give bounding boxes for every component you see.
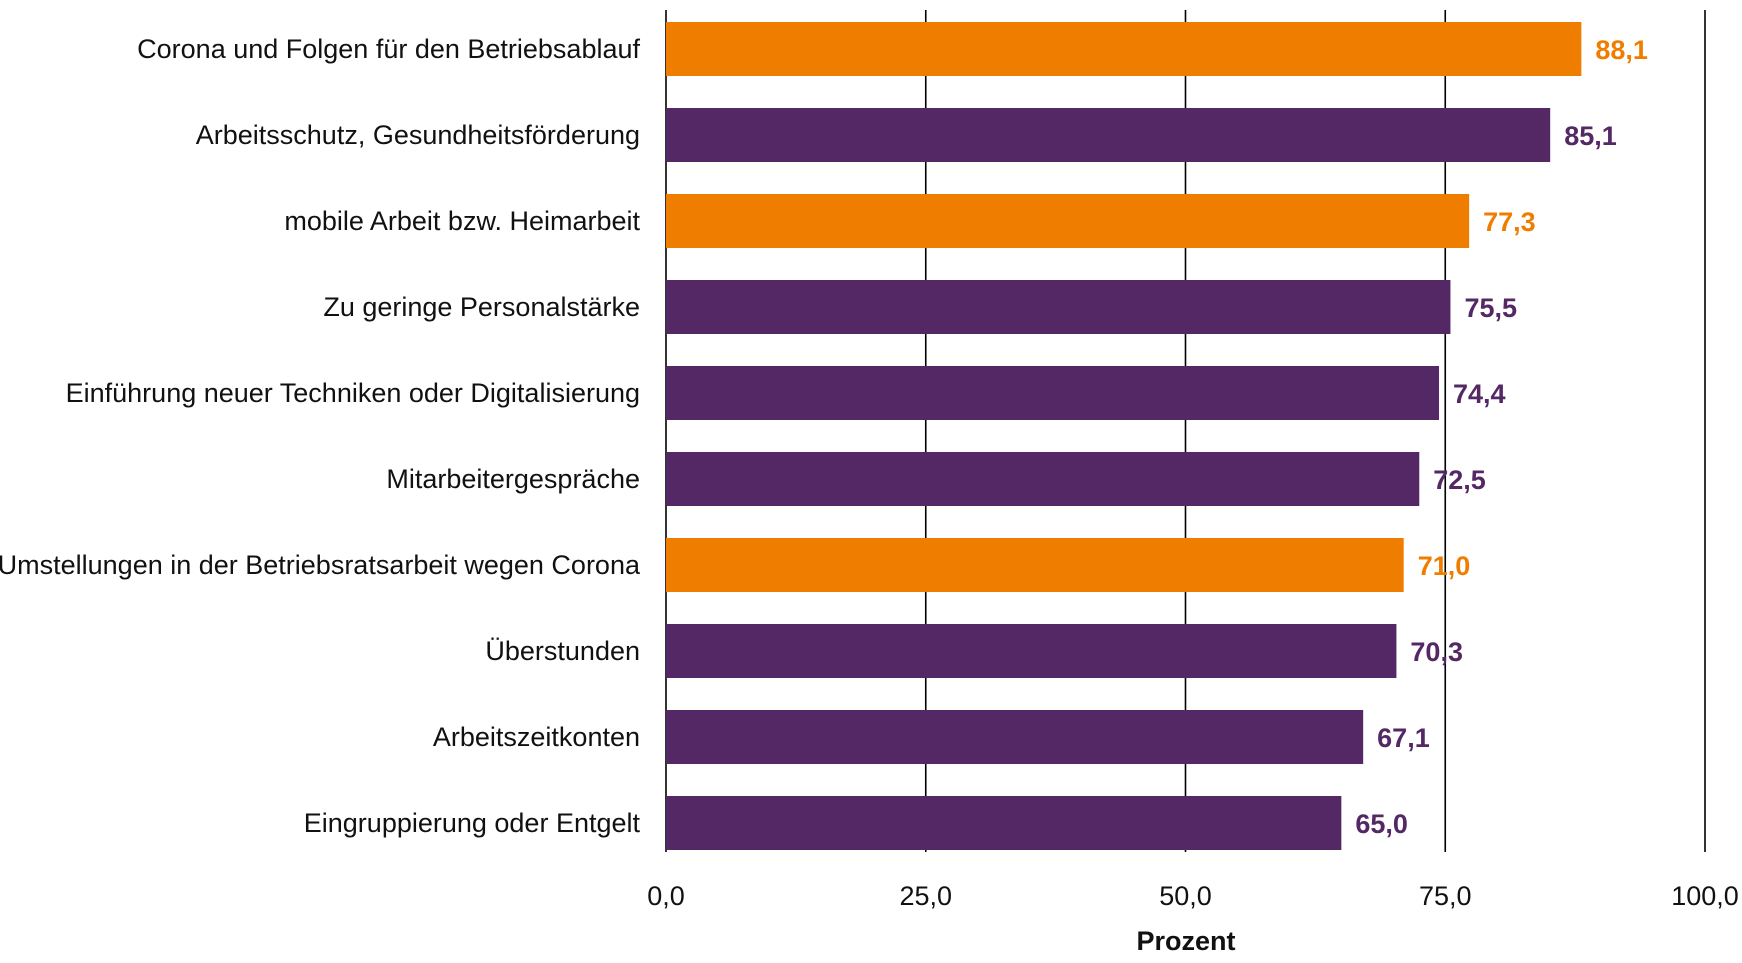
category-label: Einführung neuer Techniken oder Digitali… — [66, 378, 640, 408]
bar — [666, 452, 1420, 506]
x-tick-label: 75,0 — [1419, 881, 1472, 911]
x-tick-label: 25,0 — [899, 881, 952, 911]
bar — [666, 22, 1582, 76]
category-label: Eingruppierung oder Entgelt — [304, 808, 641, 838]
x-tick-label: 0,0 — [647, 881, 685, 911]
bar — [666, 366, 1440, 420]
value-label: 77,3 — [1483, 207, 1536, 237]
value-label: 71,0 — [1418, 551, 1471, 581]
value-label: 72,5 — [1433, 465, 1486, 495]
bar — [666, 194, 1470, 248]
bar — [666, 280, 1451, 334]
category-label: Corona und Folgen für den Betriebsablauf — [137, 34, 640, 64]
category-label: Überstunden — [485, 636, 640, 666]
category-label: mobile Arbeit bzw. Heimarbeit — [284, 206, 640, 236]
x-axis-title: Prozent — [1136, 926, 1235, 956]
category-label: Arbeitsschutz, Gesundheitsförderung — [196, 120, 640, 150]
value-label: 67,1 — [1377, 723, 1430, 753]
value-label: 75,5 — [1464, 293, 1517, 323]
x-tick-label: 100,0 — [1671, 881, 1739, 911]
value-label: 70,3 — [1410, 637, 1463, 667]
labels: 0,0 25,0 50,0 75,0 100,0 Corona und Folgen fü… — [0, 34, 1739, 911]
bars — [666, 22, 1582, 850]
value-label: 74,4 — [1453, 379, 1506, 409]
bar — [666, 538, 1404, 592]
category-label: Zu geringe Personalstärke — [323, 292, 640, 322]
value-label: 85,1 — [1564, 121, 1617, 151]
bar — [666, 624, 1397, 678]
bar — [666, 108, 1551, 162]
bar — [666, 796, 1342, 850]
category-label: Arbeitszeitkonten — [433, 722, 640, 752]
x-tick-label: 50,0 — [1159, 881, 1212, 911]
value-label: 65,0 — [1355, 809, 1408, 839]
bar — [666, 710, 1364, 764]
value-label: 88,1 — [1595, 35, 1648, 65]
category-label: Mitarbeitergespräche — [386, 464, 640, 494]
category-label: Umstellungen in der Betriebsratsarbeit w… — [0, 550, 641, 580]
